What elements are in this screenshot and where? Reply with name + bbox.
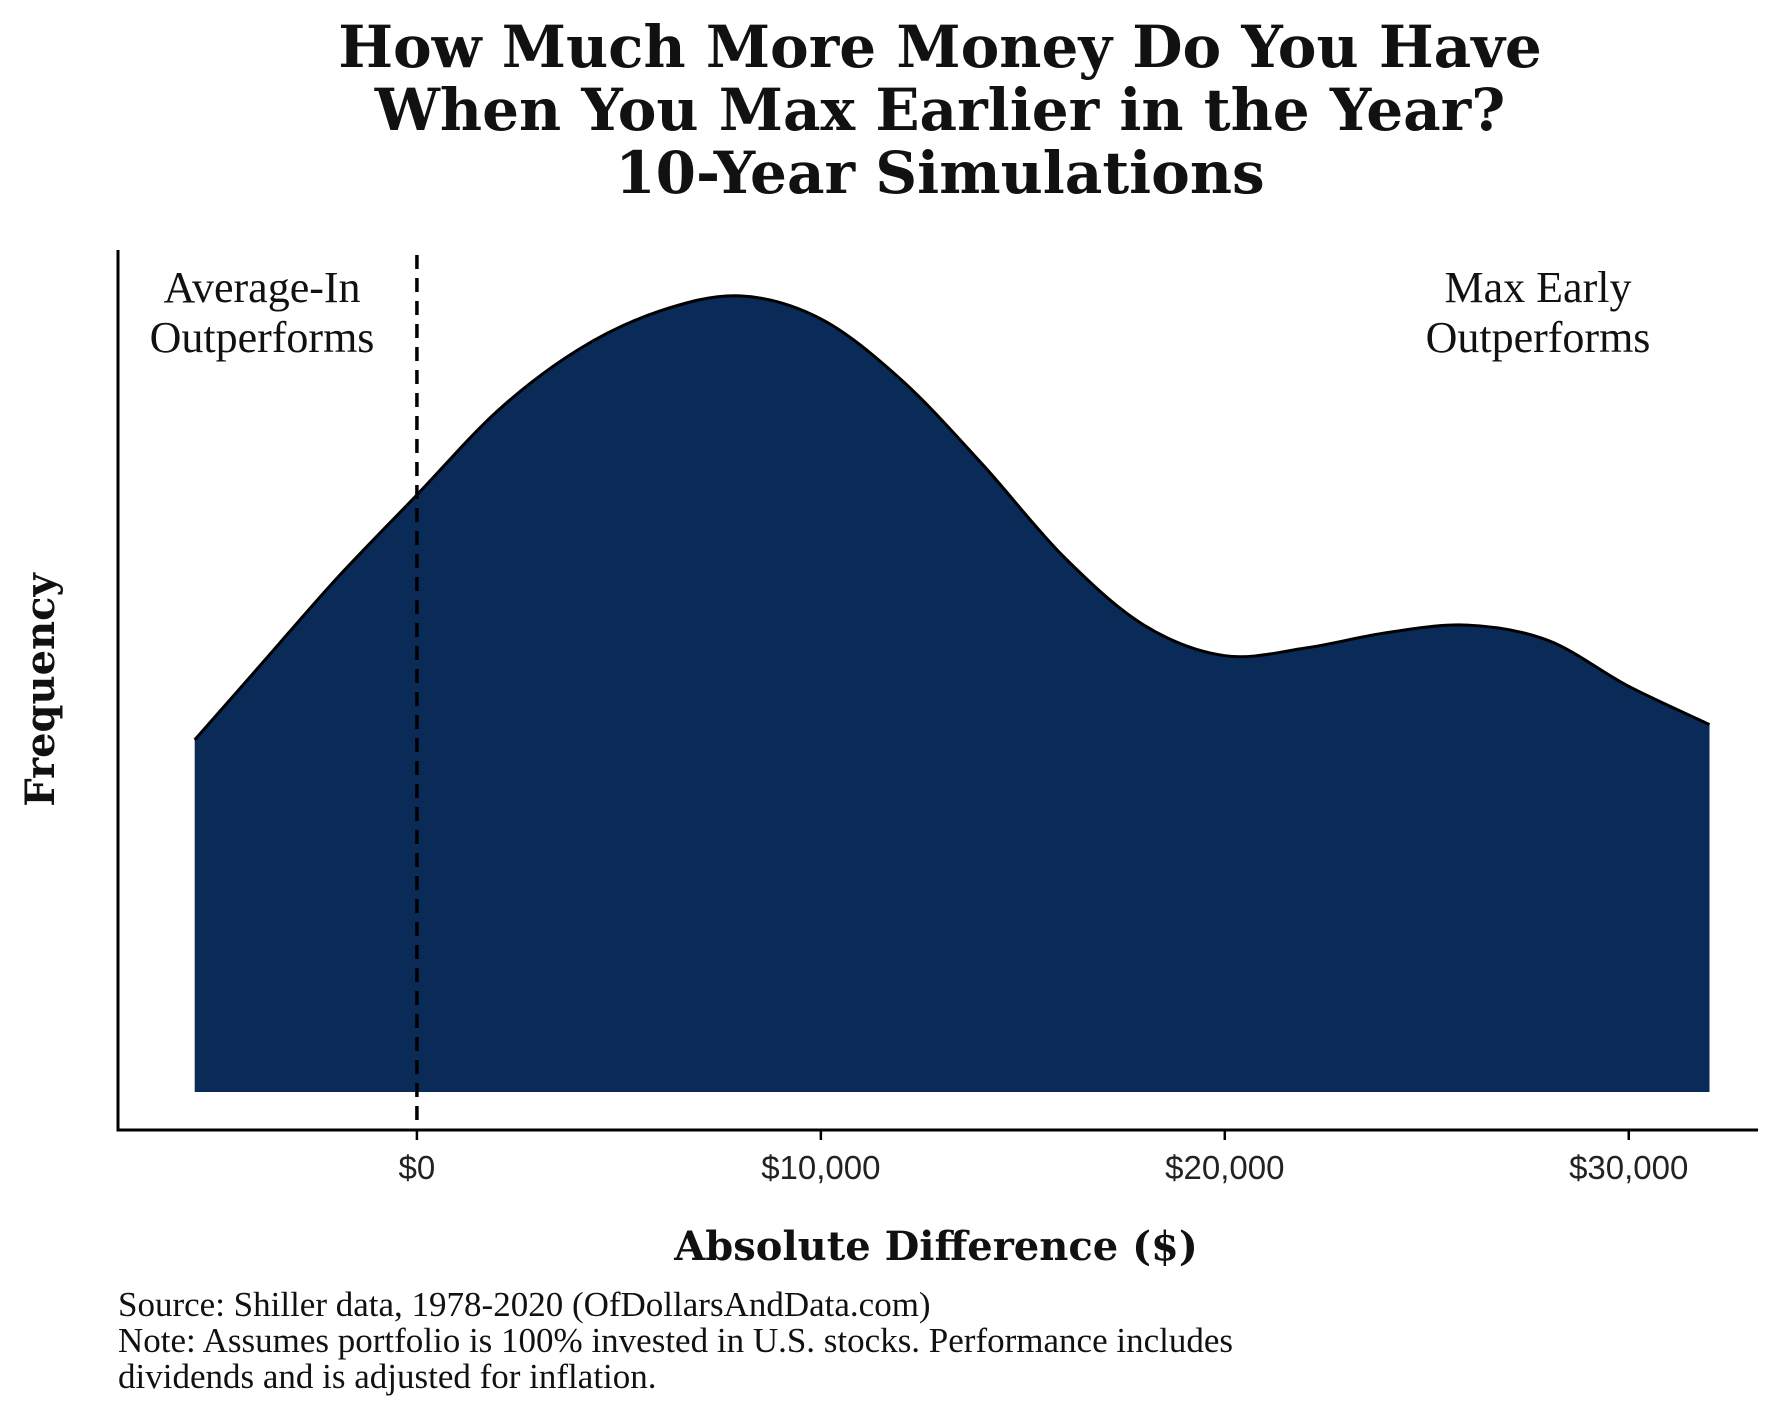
annotation-left-line-1: Average-In — [163, 263, 360, 312]
methodology-note-line-1: Note: Assumes portfolio is 100% invested… — [118, 1321, 1233, 1360]
methodology-note-line-2: dividends and is adjusted for inflation. — [118, 1357, 657, 1396]
source-note: Source: Shiller data, 1978-2020 (OfDolla… — [118, 1285, 931, 1324]
x-tick-label: $0 — [399, 1149, 436, 1186]
chart-title-line-2: When You Max Earlier in the Year? — [374, 76, 1505, 144]
density-area — [194, 295, 1710, 1092]
chart-caption: Source: Shiller data, 1978-2020 (OfDolla… — [118, 1287, 1678, 1395]
x-axis-ticks: $0 $10,000 $20,000 $30,000 — [399, 1130, 1688, 1186]
x-axis-label: Absolute Difference ($) — [673, 1223, 1198, 1270]
annotation-right-line-1: Max Early — [1445, 263, 1632, 312]
x-tick-label: $30,000 — [1569, 1149, 1688, 1186]
chart-title-line-1: How Much More Money Do You Have — [338, 13, 1542, 81]
x-tick-label: $20,000 — [1165, 1149, 1284, 1186]
x-tick-label: $10,000 — [761, 1149, 880, 1186]
annotation-left-line-2: Outperforms — [150, 313, 375, 362]
chart-title-line-3: 10-Year Simulations — [615, 139, 1264, 207]
annotation-right-line-2: Outperforms — [1426, 313, 1651, 362]
y-axis-label: Frequency — [17, 572, 64, 807]
